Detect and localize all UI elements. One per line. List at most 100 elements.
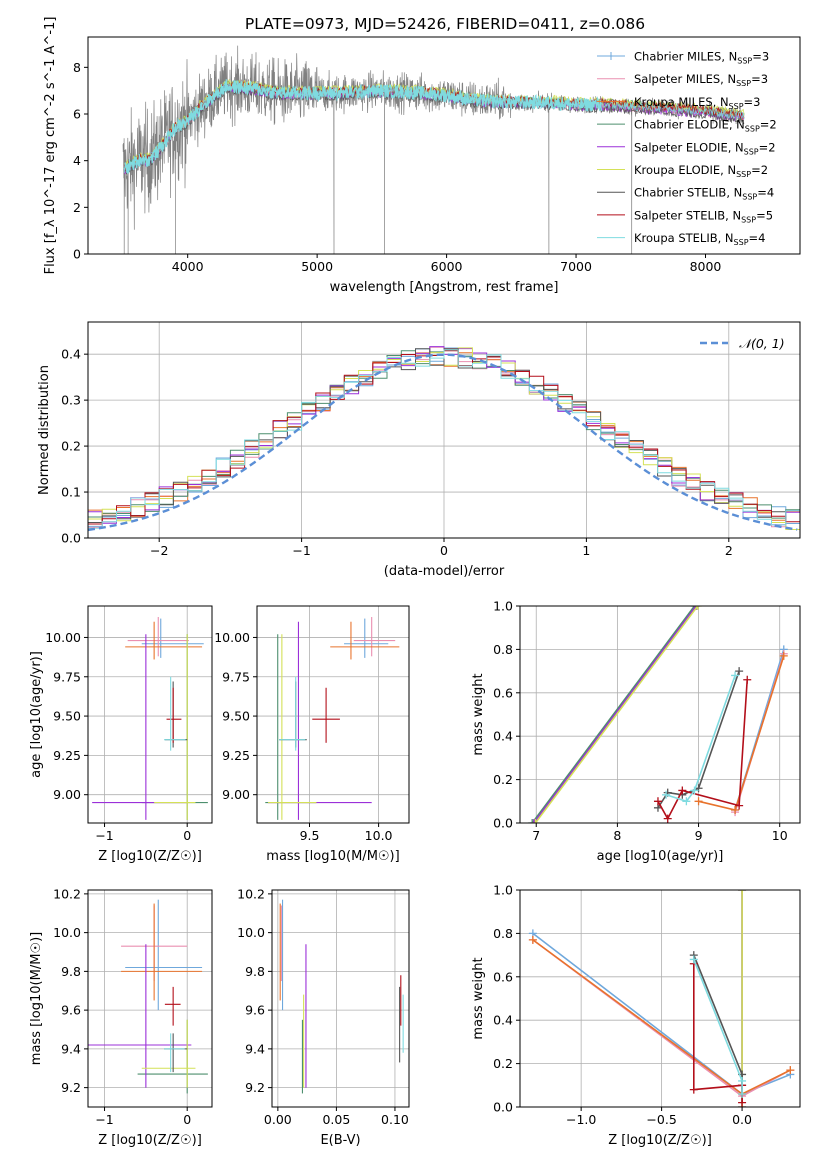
error-bar-point — [164, 1033, 188, 1073]
weight-line — [665, 675, 736, 803]
weight-line — [534, 606, 699, 823]
y-axis-label: age [log10(age/yr)] — [29, 651, 44, 778]
axis-layer: −2 −1 0 1 2 0.0 0.1 0.2 0.3 0.4 (data-model)/error… — [37, 321, 801, 579]
x-tick-label: 7000 — [560, 259, 592, 274]
weight-marker — [682, 797, 691, 806]
y-tick-label: 2 — [73, 200, 81, 215]
x-tick-label: 9.5 — [300, 828, 320, 843]
y-tick-label: 0.0 — [493, 816, 513, 831]
plot-area — [279, 899, 404, 1094]
error-bar-point — [353, 617, 396, 657]
x-tick-label: −1 — [292, 543, 310, 558]
axis-layer: 4000 5000 6000 7000 8000 0 2 4 6 8 wavelength [Ang… — [43, 17, 801, 295]
error-bar-point — [121, 903, 203, 1001]
y-tick-label: 9.25 — [222, 748, 250, 763]
weight-marker — [786, 1066, 795, 1075]
y-tick-label: 8 — [73, 60, 81, 75]
error-bar-point — [164, 676, 186, 751]
y-tick-label: 0.2 — [61, 439, 81, 454]
plot-frame — [519, 889, 801, 1108]
x-axis-label: age [log10(age/yr)] — [597, 849, 724, 864]
y-axis-label: mass weight — [471, 957, 486, 1039]
legend-label-sub: SSP — [742, 193, 757, 202]
y-tick-label: 0.4 — [61, 347, 81, 362]
plot-frame — [87, 889, 213, 1108]
y-tick-label: 0.4 — [493, 729, 513, 744]
axes-mass_vs_ebv: 0.00 0.05 0.10 9.2 9.4 9.6 9.8 10.0 10.2 E(B-V) — [237, 886, 410, 1148]
x-tick-label: 0.0 — [732, 1112, 752, 1127]
normal-reference-curve — [88, 353, 798, 532]
axes-age_vs_Z: −1 0 9.00 9.25 9.50 9.75 10.00 Z [log10(Z/Z☉)] a… — [29, 605, 213, 864]
error-bar-point — [141, 634, 208, 820]
legend: 𝒩(0, 1) — [700, 336, 785, 351]
x-tick-label: 10 — [772, 828, 788, 843]
error-bar-point — [166, 687, 182, 743]
legend-label: Salpeter MILES, NSSP=3 — [634, 72, 768, 88]
error-bar-point — [141, 618, 204, 658]
legend-label-suffix: =3 — [751, 72, 768, 86]
weight-marker — [738, 1098, 747, 1107]
legend-label-suffix: =4 — [749, 231, 766, 245]
x-tick-label: 0.05 — [322, 1112, 350, 1127]
plot-area — [528, 890, 795, 1107]
x-tick-label: −1 — [95, 828, 113, 843]
y-tick-label: 0.2 — [493, 1056, 513, 1071]
axes-age_vs_mass: 9.5 10.0 9.00 9.25 9.50 9.75 10.00 mass [log10(… — [214, 605, 410, 864]
axis-layer: −1 0 9.2 9.4 9.6 9.8 10.0 10.2 Z [log10(Z/Z☉)] ma… — [29, 886, 213, 1148]
error-bar-point — [268, 634, 317, 820]
error-bar-point — [312, 687, 340, 743]
axes-mass_weight_vs_Z: −1.0 −0.5 0.0 0.0 0.2 0.4 0.6 0.8 1.0 Z [log10(Z/… — [471, 883, 801, 1148]
x-tick-label: −1.0 — [566, 1112, 596, 1127]
y-tick-label: 4 — [73, 153, 81, 168]
y-tick-label: 0.4 — [493, 1013, 513, 1028]
y-tick-label: 0 — [73, 247, 81, 262]
error-bar-point — [164, 986, 181, 1026]
y-tick-label: 0.1 — [61, 485, 81, 500]
weight-line — [693, 963, 743, 1103]
x-axis-label: (data-model)/error — [384, 564, 505, 579]
x-tick-label: 4000 — [172, 259, 204, 274]
weight-line — [657, 679, 748, 821]
y-tick-label: 9.6 — [61, 1003, 81, 1018]
legend-label: 𝒩(0, 1) — [739, 336, 785, 351]
error-bar-point — [154, 634, 196, 820]
legend-label-suffix: =4 — [757, 186, 774, 200]
y-tick-label: 10.2 — [53, 886, 81, 901]
x-tick-label: 0 — [440, 543, 448, 558]
x-tick-label: 0.00 — [264, 1112, 292, 1127]
x-axis-label: wavelength [Angstrom, rest frame] — [330, 280, 559, 295]
weight-marker — [689, 1085, 698, 1094]
weight-line — [531, 606, 696, 823]
x-tick-label: 9 — [695, 828, 703, 843]
legend-label: Salpeter STELIB, NSSP=5 — [634, 208, 773, 224]
y-tick-label: 9.4 — [245, 1041, 265, 1056]
legend-label-sub: SSP — [734, 238, 749, 247]
axes-mass_weight_vs_age: 7 8 9 10 0.0 0.2 0.4 0.6 0.8 1.0 age [log10(age/yr… — [471, 599, 801, 864]
spectrum-model-line — [123, 80, 745, 172]
legend-label-suffix: =5 — [756, 208, 773, 222]
weight-marker — [663, 814, 672, 823]
weight-marker — [743, 675, 752, 684]
y-tick-label: 9.25 — [53, 748, 81, 763]
y-tick-label: 9.00 — [53, 787, 81, 802]
axes-residuals: −2 −1 0 1 2 0.0 0.1 0.2 0.3 0.4 (data-model)/error… — [37, 321, 801, 579]
y-tick-label: 10.00 — [45, 630, 81, 645]
legend-label-suffix: =2 — [759, 140, 776, 154]
plot-frame — [519, 605, 801, 824]
weight-line — [693, 959, 743, 1094]
x-tick-label: 0 — [183, 828, 191, 843]
y-tick-label: 6 — [73, 107, 81, 122]
axis-layer: 9.5 10.0 9.00 9.25 9.50 9.75 10.00 mass [log10(… — [214, 605, 410, 864]
legend: Chabrier MILES, NSSP=3 Salpeter MILES, NS… — [597, 50, 777, 247]
y-tick-label: 1.0 — [493, 599, 513, 614]
y-tick-label: 9.50 — [222, 709, 250, 724]
error-bar-point — [268, 621, 372, 820]
y-tick-label: 10.0 — [53, 925, 81, 940]
error-bar-point — [265, 634, 317, 820]
x-tick-label: 6000 — [431, 259, 463, 274]
y-tick-label: 0.0 — [493, 1100, 513, 1115]
plot-area — [528, 606, 788, 823]
legend-label-sub: SSP — [744, 147, 759, 156]
y-tick-label: 0.2 — [493, 772, 513, 787]
axis-layer: 0.00 0.05 0.10 9.2 9.4 9.6 9.8 10.0 10.2 E(B-V) — [237, 886, 410, 1148]
